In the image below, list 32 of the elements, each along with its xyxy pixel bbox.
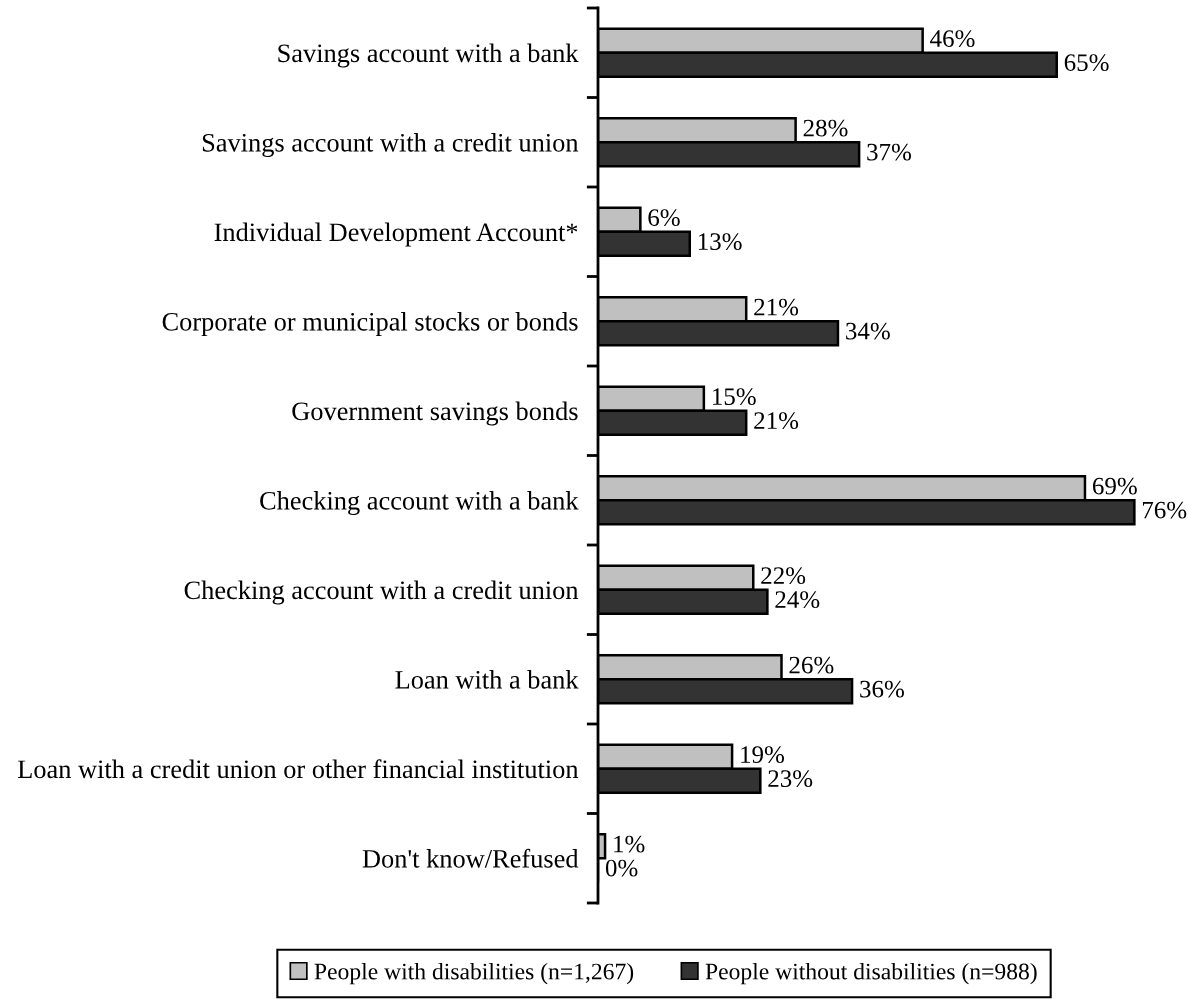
data-label: 15% (713, 388, 756, 406)
y-tick-label: Government savings bonds (292, 401, 578, 426)
data-label: 69% (1092, 477, 1137, 495)
legend-label: People without disabilities (n=988) (705, 962, 1037, 985)
data-label: 65% (1064, 54, 1109, 72)
data-label: 21% (754, 298, 799, 316)
data-label: 6% (648, 209, 680, 227)
data-label: 36% (860, 680, 904, 698)
data-label: 26% (789, 656, 834, 674)
y-tick-label: Corporate or municipal stocks or bonds (162, 312, 578, 337)
data-label: 76% (1142, 501, 1187, 519)
data-label: 13% (698, 233, 742, 251)
y-tick-label: Savings account with a credit union (202, 133, 579, 158)
data-label: 28% (803, 119, 848, 137)
y-tick-label: Loan with a credit union or other financial institution (17, 759, 579, 779)
data-label: 22% (761, 567, 806, 585)
data-label: 21% (754, 412, 799, 430)
legend-label: People with disabilities (n=1,267) (314, 962, 634, 985)
y-tick-label: Individual Development Account* (214, 222, 578, 247)
y-tick-label: Savings account with a bank (278, 43, 579, 68)
data-label: 0% (605, 859, 638, 877)
y-tick-label: Checking account with a bank (260, 491, 579, 516)
y-tick-label: Loan with a bank (395, 670, 579, 689)
data-label: 1% (614, 835, 645, 853)
data-label: 46% (930, 30, 975, 48)
data-label: 24% (775, 591, 820, 609)
data-label: 23% (768, 770, 813, 788)
data-label: 37% (867, 143, 912, 161)
data-label: 19% (741, 746, 785, 764)
data-label: 34% (846, 322, 890, 340)
y-tick-label: Checking account with a credit union (184, 580, 579, 605)
y-tick-label: Don't know/Refused (362, 848, 579, 868)
